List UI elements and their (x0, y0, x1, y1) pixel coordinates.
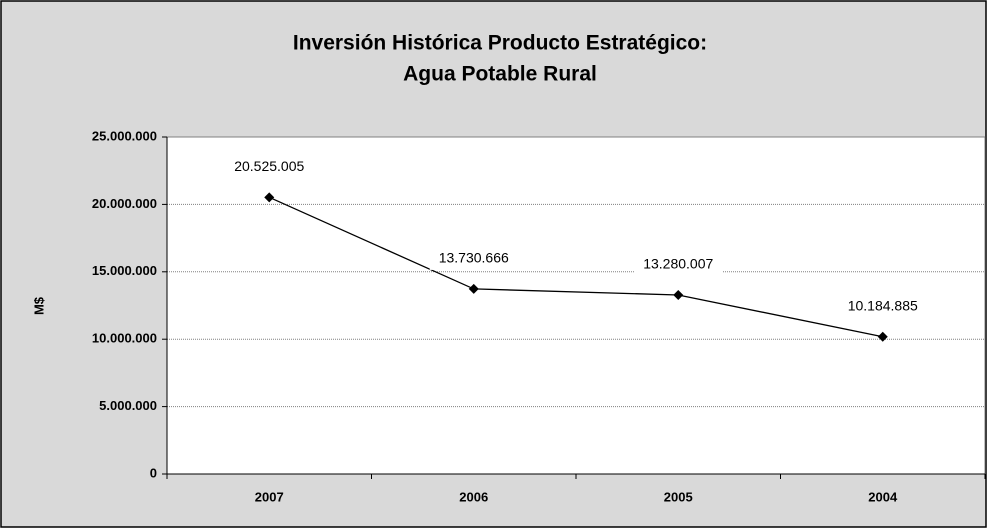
data-label: 20.525.005 (234, 158, 304, 174)
y-tick-label: 25.000.000 (92, 128, 157, 143)
x-tick-label: 2004 (868, 489, 898, 504)
data-label: 13.730.666 (439, 250, 509, 266)
x-tick-label: 2005 (664, 489, 693, 504)
x-tick-label: 2007 (255, 489, 284, 504)
y-tick-label: 20.000.000 (92, 196, 157, 211)
data-label-background (225, 156, 314, 179)
y-tick-label: 0 (150, 465, 157, 480)
y-tick-label: 10.000.000 (92, 331, 157, 346)
marker (468, 283, 479, 294)
data-label-background (634, 253, 723, 276)
chart-title: Inversión Histórica Producto Estratégico… (293, 32, 707, 55)
data-label: 13.280.007 (643, 256, 713, 272)
y-tick-label: 5.000.000 (99, 398, 157, 413)
marker (673, 289, 684, 300)
marker (877, 331, 888, 342)
line (268, 196, 883, 338)
x-tick-label: 2006 (459, 489, 488, 504)
y-axis-label: M$ (31, 296, 46, 315)
data-label-background (429, 247, 518, 270)
data-label-background (838, 295, 927, 318)
y-tick-label: 15.000.000 (92, 263, 157, 278)
marker (264, 192, 275, 203)
chart-title: Agua Potable Rural (403, 63, 597, 86)
data-label: 10.184.885 (848, 297, 918, 313)
